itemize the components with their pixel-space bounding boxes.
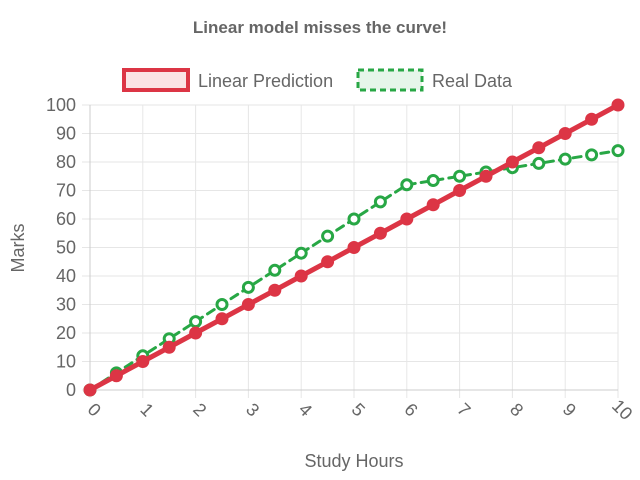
x-axis-title: Study Hours (304, 451, 403, 471)
data-point-linear-prediction[interactable] (611, 98, 625, 112)
series-layer (83, 98, 625, 397)
legend-label-real-data: Real Data (432, 71, 513, 91)
data-point-linear-prediction[interactable] (400, 212, 414, 226)
data-point-linear-prediction[interactable] (373, 226, 387, 240)
legend: Linear Prediction Real Data (122, 68, 513, 92)
grid (82, 104, 619, 398)
legend-swatch-linear-prediction (122, 68, 190, 92)
data-point-linear-prediction[interactable] (453, 184, 467, 197)
x-tick-label: 8 (506, 399, 527, 420)
data-point-real-data[interactable] (321, 229, 335, 243)
y-axis-title: Marks (8, 224, 28, 273)
data-point-real-data[interactable] (558, 152, 572, 166)
x-tick-label: 7 (453, 399, 474, 420)
data-point-linear-prediction[interactable] (479, 169, 493, 183)
data-point-real-data[interactable] (294, 246, 308, 260)
data-point-linear-prediction[interactable] (189, 326, 203, 340)
data-point-linear-prediction[interactable] (294, 269, 308, 283)
x-tick-label: 10 (608, 396, 636, 424)
legend-label-linear-prediction: Linear Prediction (198, 71, 333, 91)
x-tick-label: 2 (189, 399, 210, 420)
data-point-linear-prediction[interactable] (321, 255, 335, 269)
data-point-real-data[interactable] (241, 280, 255, 294)
data-point-linear-prediction[interactable] (558, 127, 572, 140)
x-axis-ticks: 0 1 2 3 4 5 6 7 8 9 10 (84, 396, 637, 424)
data-point-real-data[interactable] (373, 195, 387, 209)
y-tick-label: 100 (46, 95, 76, 115)
data-point-real-data[interactable] (400, 178, 414, 192)
data-point-linear-prediction[interactable] (505, 155, 519, 169)
chart-title: Linear model misses the curve! (193, 18, 447, 37)
x-tick-label: 5 (348, 399, 369, 420)
y-tick-label: 40 (56, 266, 76, 286)
y-tick-label: 60 (56, 209, 76, 229)
data-point-linear-prediction[interactable] (241, 298, 255, 311)
data-point-linear-prediction[interactable] (532, 141, 546, 155)
data-point-real-data[interactable] (268, 263, 282, 277)
legend-swatch-real-data (356, 68, 424, 92)
data-point-linear-prediction[interactable] (109, 369, 123, 383)
y-tick-label: 0 (66, 380, 76, 400)
x-tick-label: 0 (84, 399, 105, 420)
data-point-real-data[interactable] (347, 212, 361, 226)
data-point-real-data[interactable] (532, 156, 546, 170)
legend-item-linear-prediction[interactable]: Linear Prediction (122, 68, 333, 92)
x-tick-label: 3 (242, 399, 263, 420)
y-tick-label: 30 (56, 295, 76, 315)
data-point-linear-prediction[interactable] (83, 383, 97, 397)
x-tick-label: 6 (400, 399, 421, 420)
data-point-real-data[interactable] (453, 169, 467, 183)
y-axis-ticks: 0 10 20 30 40 50 60 70 80 90 100 (46, 95, 76, 400)
data-point-linear-prediction[interactable] (136, 355, 150, 368)
data-point-real-data[interactable] (189, 315, 203, 329)
y-tick-label: 10 (56, 352, 76, 372)
y-tick-label: 20 (56, 323, 76, 343)
x-tick-label: 1 (136, 399, 157, 420)
x-tick-label: 9 (559, 399, 580, 420)
data-point-linear-prediction[interactable] (162, 340, 176, 354)
y-tick-label: 50 (56, 238, 76, 258)
data-point-linear-prediction[interactable] (215, 312, 229, 326)
data-point-linear-prediction[interactable] (268, 283, 282, 297)
data-point-real-data[interactable] (611, 144, 625, 158)
data-point-linear-prediction[interactable] (347, 241, 361, 254)
x-tick-label: 4 (295, 399, 316, 420)
legend-item-real-data[interactable]: Real Data (356, 68, 513, 92)
y-tick-label: 90 (56, 124, 76, 144)
y-tick-label: 70 (56, 181, 76, 201)
data-point-real-data[interactable] (585, 148, 599, 162)
data-point-real-data[interactable] (426, 174, 440, 188)
data-point-real-data[interactable] (215, 298, 229, 311)
data-point-linear-prediction[interactable] (585, 112, 599, 126)
y-tick-label: 80 (56, 152, 76, 172)
data-point-linear-prediction[interactable] (426, 198, 440, 212)
